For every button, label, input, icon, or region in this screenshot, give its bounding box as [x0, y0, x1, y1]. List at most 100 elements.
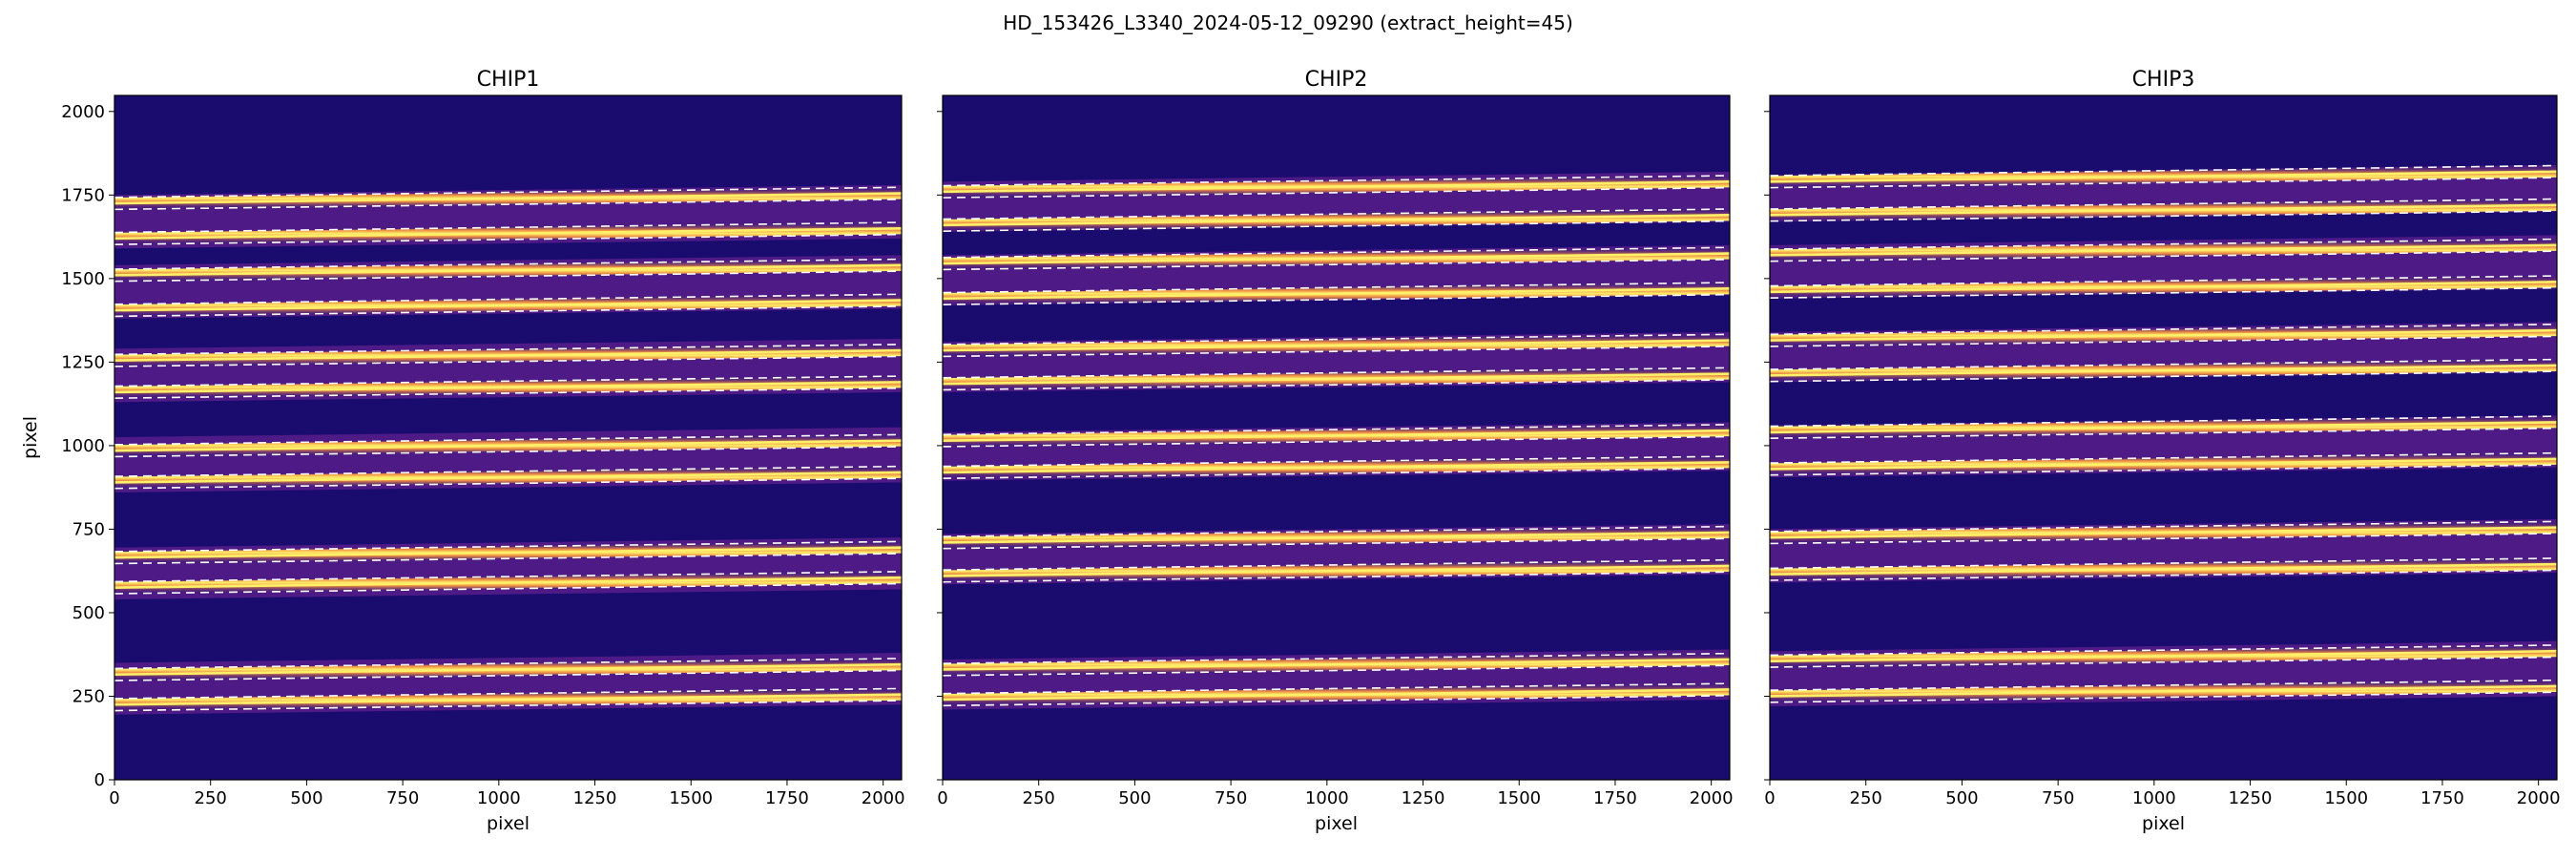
extraction-boundary	[114, 465, 902, 477]
extraction-boundary	[114, 669, 902, 681]
y-axis-label: pixel	[20, 416, 41, 459]
extraction-boundary	[943, 282, 1730, 294]
chip-panels: CHIP1 0 250 500 750 1000 1250 1500 1750 2000 pixel…	[20, 68, 2561, 834]
extraction-boundary	[1770, 644, 2557, 657]
y-tick-label: 1250	[61, 352, 105, 372]
spectral-trace	[943, 339, 1730, 352]
x-tick-label: 1750	[765, 788, 809, 808]
extraction-boundary	[114, 446, 902, 458]
extraction-boundary	[1770, 164, 2557, 177]
panel-title: CHIP1	[477, 68, 540, 92]
x-tick-label: 250	[1023, 788, 1055, 808]
x-tick-label: 1500	[669, 788, 713, 808]
extraction-boundary	[943, 379, 1730, 391]
spectral-trace	[1770, 562, 2557, 576]
x-tick-label: 0	[109, 788, 119, 808]
y-tick-label: 2000	[61, 102, 105, 122]
spectral-trace	[1770, 364, 2557, 377]
extraction-boundary	[114, 687, 902, 700]
extraction-boundary	[114, 540, 902, 553]
spectral-trace	[943, 372, 1730, 386]
x-tick-label: 0	[937, 788, 947, 808]
panel-title: CHIP2	[1305, 68, 1368, 92]
extraction-boundary	[1770, 370, 2557, 383]
extraction-boundary	[114, 199, 902, 211]
extraction-boundary	[943, 175, 1730, 187]
y-tick-label: 0	[94, 770, 105, 790]
spectral-trace	[114, 546, 902, 559]
spectral-trace	[943, 252, 1730, 265]
x-tick-label: 0	[1764, 788, 1775, 808]
extraction-boundary	[943, 455, 1730, 468]
detector-image	[1770, 95, 2557, 780]
extraction-boundary	[114, 477, 902, 490]
axes-frame	[1769, 94, 2558, 781]
spectral-trace	[943, 658, 1730, 671]
extraction-boundary	[1770, 569, 2557, 581]
spectral-trace	[1770, 684, 2557, 698]
extraction-boundary	[114, 270, 902, 283]
spectral-trace	[1770, 170, 2557, 183]
x-tick-label: 1250	[1402, 788, 1445, 808]
extraction-boundary	[114, 305, 902, 318]
y-tick-label: 250	[73, 686, 105, 706]
extraction-boundary	[114, 571, 902, 583]
extraction-boundary	[114, 582, 902, 595]
spectral-trace	[1770, 281, 2557, 294]
x-tick-label: 500	[1118, 788, 1151, 808]
extraction-boundary	[1770, 250, 2557, 262]
extraction-boundary	[1770, 177, 2557, 189]
extraction-boundary	[114, 658, 902, 670]
extraction-boundary	[1770, 691, 2557, 703]
extraction-boundary	[1770, 451, 2557, 464]
extraction-boundary	[1770, 335, 2557, 347]
spectral-trace	[943, 180, 1730, 194]
x-axis-label: pixel	[2142, 813, 2185, 834]
x-tick-label: 1500	[1497, 788, 1541, 808]
spectral-trace	[114, 299, 902, 312]
spectral-trace	[114, 439, 902, 452]
extraction-boundary	[114, 553, 902, 565]
extraction-boundary	[943, 367, 1730, 379]
extraction-boundary	[943, 467, 1730, 480]
extraction-boundary	[1770, 415, 2557, 428]
extraction-boundary	[1770, 557, 2557, 570]
spectral-trace	[114, 348, 902, 362]
extraction-boundary	[1770, 679, 2557, 691]
extraction-boundary	[943, 537, 1730, 550]
spectral-trace	[1770, 243, 2557, 257]
spectral-trace	[114, 662, 902, 677]
extraction-boundary	[943, 571, 1730, 583]
spectral-trace	[1770, 526, 2557, 539]
extraction-boundary	[943, 333, 1730, 346]
x-tick-label: 1000	[477, 788, 521, 808]
extraction-boundary	[1770, 238, 2557, 250]
extraction-boundary	[943, 694, 1730, 707]
spectral-trace	[1770, 203, 2557, 217]
extraction-boundary	[114, 258, 902, 270]
extraction-boundary	[114, 293, 902, 305]
extraction-boundary	[114, 186, 902, 199]
extraction-boundary	[943, 208, 1730, 220]
x-tick-label: 1000	[2132, 788, 2176, 808]
chip-panel: CHIP3 0 250 500 750 1000 1250 1500 1750 2000 pixel	[1764, 68, 2561, 834]
extraction-boundary	[943, 186, 1730, 199]
spectral-trace	[114, 263, 902, 277]
extraction-boundary	[1770, 210, 2557, 222]
extraction-boundary	[943, 293, 1730, 305]
extraction-boundary	[114, 344, 902, 356]
x-tick-label: 500	[290, 788, 322, 808]
extraction-boundary	[1770, 358, 2557, 370]
x-tick-label: 750	[386, 788, 419, 808]
spectral-trace	[114, 381, 902, 394]
x-tick-label: 2000	[1690, 788, 1734, 808]
extraction-boundary	[943, 246, 1730, 259]
extraction-boundary	[943, 558, 1730, 571]
extraction-boundary	[1770, 520, 2557, 533]
x-tick-label: 1750	[1593, 788, 1637, 808]
extraction-boundary	[1770, 275, 2557, 287]
y-tick-label: 750	[73, 519, 105, 539]
extraction-boundary	[943, 664, 1730, 677]
x-tick-label: 2000	[862, 788, 905, 808]
